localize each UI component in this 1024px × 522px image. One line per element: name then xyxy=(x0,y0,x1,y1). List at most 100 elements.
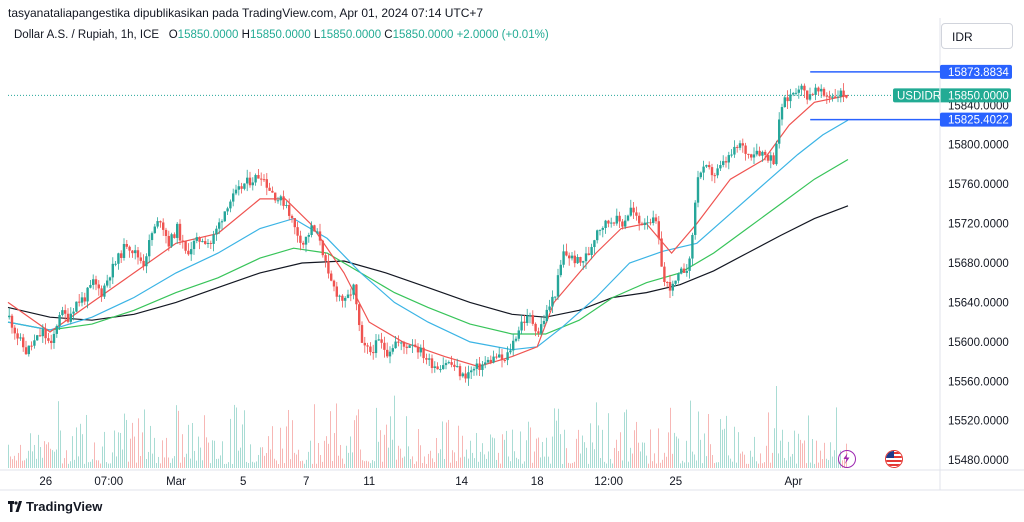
candle xyxy=(276,200,280,202)
candle xyxy=(537,331,540,334)
candle xyxy=(206,242,210,244)
volume-bar xyxy=(232,463,233,468)
volume-bar xyxy=(836,407,837,468)
volume-bar xyxy=(482,443,483,468)
candle xyxy=(817,87,820,92)
volume-bar xyxy=(172,458,173,468)
candle xyxy=(422,347,425,359)
volume-bar xyxy=(774,428,775,468)
volume-bar xyxy=(244,410,245,468)
tradingview-logo[interactable]: TradingView xyxy=(8,499,102,514)
candle xyxy=(198,237,201,242)
volume-bar xyxy=(724,428,725,468)
volume-bar xyxy=(308,451,309,468)
volume-bar xyxy=(624,412,625,468)
candle xyxy=(512,340,515,351)
candle xyxy=(120,253,123,258)
volume-bar xyxy=(540,457,541,468)
candle xyxy=(293,218,296,228)
y-tick-label: 15720.0000 xyxy=(948,219,1009,231)
candle xyxy=(122,243,126,258)
volume-bar xyxy=(356,415,357,468)
candle xyxy=(685,270,688,273)
candle xyxy=(24,347,28,355)
volume-bar xyxy=(320,455,321,468)
symbol-legend: Dollar A.S. / Rupiah, 1h, ICE O15850.000… xyxy=(14,29,549,41)
us-flag-icon[interactable] xyxy=(885,450,903,468)
candle xyxy=(243,183,246,189)
volume-bar xyxy=(340,444,341,468)
volume-bar xyxy=(506,430,507,468)
volume-bar xyxy=(124,413,125,468)
candle xyxy=(699,172,702,178)
volume-bar xyxy=(238,450,239,468)
volume-bar xyxy=(496,459,497,468)
candle xyxy=(344,297,347,301)
volume-bar xyxy=(416,461,417,468)
candle xyxy=(696,177,700,203)
volume-bar xyxy=(196,460,197,468)
candle xyxy=(556,275,560,297)
volume-bar xyxy=(524,461,525,468)
volume-bar xyxy=(428,453,429,468)
volume-bar xyxy=(246,461,247,468)
candle xyxy=(240,186,243,189)
symbol-name[interactable]: Dollar A.S. / Rupiah, 1h, ICE xyxy=(14,29,160,41)
candle xyxy=(752,154,756,158)
volume-bar xyxy=(458,425,459,468)
candle xyxy=(195,237,198,241)
volume-bar xyxy=(598,425,599,468)
candle xyxy=(713,175,716,177)
x-tick-label: 07:00 xyxy=(94,476,123,488)
currency-selector[interactable]: IDR xyxy=(941,23,1013,49)
candle xyxy=(808,94,812,100)
candle xyxy=(125,243,128,247)
candle xyxy=(355,284,358,305)
volume-bar xyxy=(648,463,649,468)
candle xyxy=(108,277,112,281)
candle xyxy=(680,268,683,274)
candle xyxy=(528,315,532,317)
candle xyxy=(106,280,109,286)
volume-bar xyxy=(602,429,603,468)
volume-bar xyxy=(384,434,385,468)
volume-bar xyxy=(796,463,797,468)
volume-bar xyxy=(786,460,787,468)
candle xyxy=(265,179,268,188)
volume-bar xyxy=(488,451,489,468)
candle xyxy=(159,221,162,223)
volume-bar xyxy=(302,460,303,468)
candle xyxy=(568,255,571,259)
volume-bar xyxy=(532,462,533,468)
candle xyxy=(741,143,744,146)
x-tick-label: 18 xyxy=(531,476,544,488)
candle xyxy=(772,155,775,165)
volume-bar xyxy=(594,449,595,468)
volume-bar xyxy=(192,422,193,468)
volume-bar xyxy=(378,441,379,468)
volume-bar xyxy=(628,461,629,468)
lightning-icon[interactable] xyxy=(838,450,856,468)
volume-bar xyxy=(682,460,683,468)
candle xyxy=(738,143,742,148)
candle xyxy=(22,337,25,348)
candle xyxy=(573,255,576,264)
candle xyxy=(330,273,333,281)
volume-bar xyxy=(332,461,333,468)
candle xyxy=(10,315,14,328)
volume-bar xyxy=(674,432,675,468)
ema-mid-line xyxy=(7,119,849,351)
candle xyxy=(470,370,473,373)
volume-bar xyxy=(394,395,395,468)
volume-bar xyxy=(170,462,171,468)
candle xyxy=(652,217,655,223)
candle xyxy=(484,362,487,365)
volume-bar xyxy=(714,463,715,468)
volume-bar xyxy=(348,452,349,468)
volume-bar xyxy=(32,451,33,468)
candle xyxy=(694,202,697,235)
candle xyxy=(436,366,439,370)
candle xyxy=(442,365,445,370)
candle xyxy=(506,352,509,361)
